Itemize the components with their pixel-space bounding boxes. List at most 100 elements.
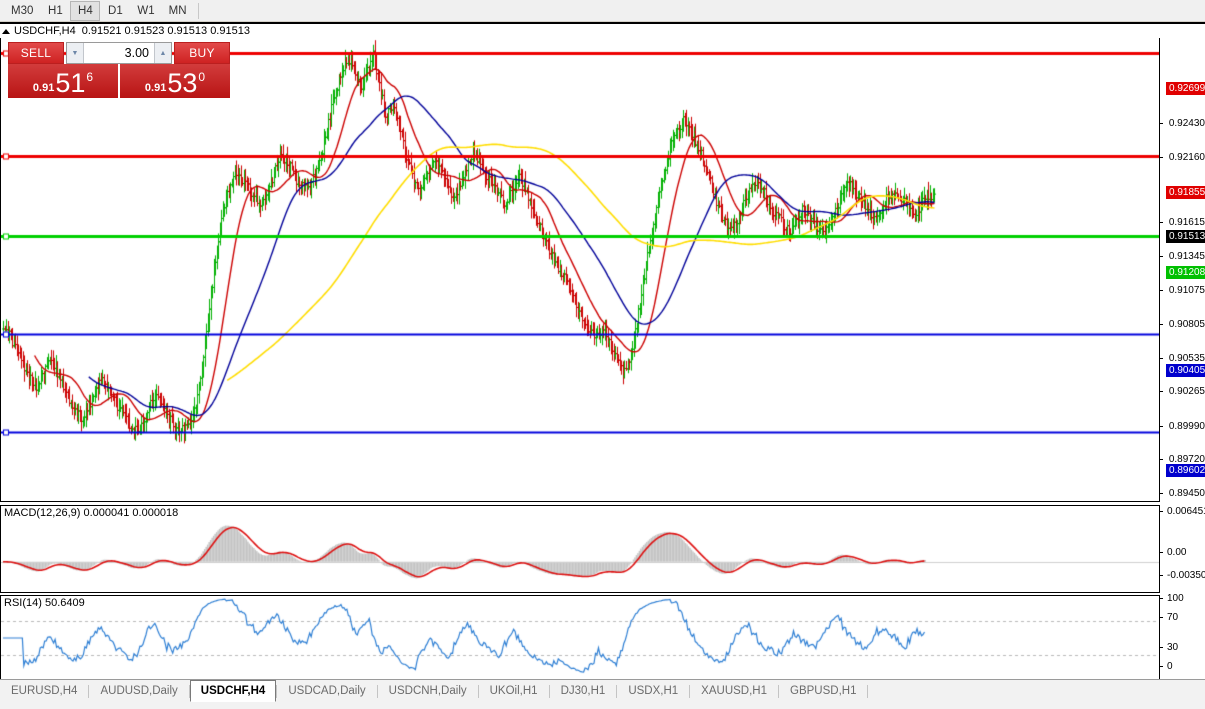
rsi-scale-value: 100 [1167, 593, 1184, 604]
ask-fraction-digit: 0 [198, 70, 206, 84]
tick-mark [1160, 391, 1163, 392]
price-tick-label: 0.91615 [1160, 217, 1205, 228]
tab-divider [778, 684, 779, 698]
chart-tab-usdcad[interactable]: USDCAD,Daily [288, 685, 366, 697]
chart-tabs-list: EURUSD,H4 AUDUSD,Daily USDCHF,H4 USDCAD,Dai… [0, 680, 869, 702]
price-badge-blue: 0.90405 [1166, 364, 1205, 377]
ask-price-display[interactable]: 0.91 53 0 [120, 64, 230, 98]
timeframe-h1[interactable]: H1 [48, 4, 63, 17]
tick-mark [1160, 511, 1163, 512]
chart-tab-xauusd[interactable]: XAUUSD,H1 [701, 685, 767, 697]
chart-tab-usdcnh[interactable]: USDCNH,Daily [388, 685, 467, 697]
price-value: 0.90535 [1168, 353, 1205, 364]
macd-canvas [1, 506, 1159, 592]
tab-divider [88, 684, 90, 698]
tick-mark [1160, 324, 1163, 325]
tab-divider [548, 684, 550, 698]
price-value: 0.91345 [1168, 251, 1205, 262]
one-click-trading-panel[interactable]: SELL ▼ 3.00 ▲ BUY 0.91 51 6 0.91 53 0 [8, 42, 230, 98]
tick-mark [1160, 647, 1163, 648]
tab-divider [477, 684, 479, 698]
price-value: 0.89450 [1168, 488, 1205, 499]
chart-tab-audusd[interactable]: AUDUSD,Daily [100, 685, 178, 697]
tick-mark [1160, 157, 1163, 158]
chart-tab-usdchf[interactable]: USDCHF,H4 [189, 680, 277, 702]
price-value: 0.92160 [1168, 152, 1205, 163]
rsi-canvas [1, 596, 1159, 680]
price-label-highlight: 0.91855 [1160, 186, 1205, 199]
chart-title-bar: USDCHF,H4 0.91521 0.91523 0.91513 0.9151… [0, 24, 1160, 38]
timeframe-w1[interactable]: W1 [137, 4, 155, 17]
price-tick-label: 0.92160 [1160, 152, 1205, 163]
timeframe-h4[interactable]: H4 [70, 0, 101, 21]
tick-mark [1160, 222, 1163, 223]
price-label-highlight: 0.91208 [1160, 266, 1205, 279]
sell-button[interactable]: SELL [8, 42, 64, 64]
chart-tabs-bar: EURUSD,H4 AUDUSD,Daily USDCHF,H4 USDCAD,Dai… [0, 679, 1205, 709]
chart-tab-gbpusd[interactable]: GBPUSD,H1 [790, 685, 857, 697]
price-label-highlight: 0.91513 [1160, 230, 1205, 243]
ask-prefix: 0.91 [144, 82, 167, 94]
rsi-scale-label: 100 [1160, 593, 1184, 604]
tick-mark [1160, 123, 1163, 124]
price-tick-label: 0.89720 [1160, 454, 1205, 465]
macd-scale-label: 0.006451 [1160, 506, 1205, 517]
candlestick-canvas[interactable] [1, 38, 1159, 500]
price-tick-label: 0.90265 [1160, 386, 1205, 397]
rsi-label: RSI(14) 50.6409 [4, 597, 85, 609]
price-tick-label: 0.92430 [1160, 118, 1205, 129]
rsi-scale-label: 30 [1160, 642, 1178, 653]
price-value: 0.91615 [1168, 217, 1205, 228]
volume-value[interactable]: 3.00 [124, 46, 149, 60]
volume-decrease-icon[interactable]: ▼ [67, 43, 84, 63]
chart-area: USDCHF,H4 0.91521 0.91523 0.91513 0.9151… [0, 22, 1205, 698]
tick-mark [1160, 493, 1163, 494]
timeframe-mn[interactable]: MN [168, 4, 187, 17]
tab-divider [616, 684, 618, 698]
tab-divider [276, 684, 278, 698]
tick-mark [1160, 666, 1163, 667]
price-badge-red: 0.92699 [1166, 82, 1205, 95]
price-value: 0.90805 [1168, 319, 1205, 330]
collapse-triangle-icon[interactable] [2, 28, 10, 34]
timeframe-m30[interactable]: M30 [11, 4, 34, 17]
macd-pane[interactable]: MACD(12,26,9) 0.000041 0.000018 [0, 505, 1160, 593]
chart-ohlc-values: 0.91521 0.91523 0.91513 0.91513 [81, 25, 250, 37]
chart-tab-usdx[interactable]: USDX,H1 [628, 685, 679, 697]
volume-increase-icon[interactable]: ▲ [154, 43, 171, 63]
tick-mark [1160, 426, 1163, 427]
timeframe-d1[interactable]: D1 [108, 4, 123, 17]
price-value: 0.92430 [1168, 118, 1205, 129]
price-label-highlight: 0.90405 [1160, 364, 1205, 377]
bid-fraction-digit: 6 [86, 70, 94, 84]
price-tick-label: 0.91075 [1160, 285, 1205, 296]
tick-mark [1160, 552, 1163, 553]
buy-button[interactable]: BUY [174, 42, 230, 64]
macd-scale-value: 0.006451 [1167, 506, 1205, 517]
chart-tab-dj30[interactable]: DJ30,H1 [560, 685, 606, 697]
price-badge-red: 0.91855 [1166, 186, 1205, 199]
price-tick-label: 0.90535 [1160, 353, 1205, 364]
chart-tab-eurusd[interactable]: EURUSD,H4 [11, 685, 78, 697]
toolbar-divider [197, 2, 199, 19]
price-value: 0.91075 [1168, 285, 1205, 296]
macd-label: MACD(12,26,9) 0.000041 0.000018 [4, 507, 179, 519]
tick-mark [1160, 598, 1163, 599]
price-scale[interactable]: 0.92699 0.92430 0.92160 0.91855 0.91615 0.915… [1160, 38, 1205, 533]
price-tick-label: 0.89990 [1160, 421, 1205, 432]
volume-input[interactable]: ▼ 3.00 ▲ [66, 42, 172, 64]
rsi-pane[interactable]: RSI(14) 50.6409 [0, 595, 1160, 681]
chart-symbol-label: USDCHF,H4 [14, 25, 76, 37]
bid-price-display[interactable]: 0.91 51 6 [8, 64, 118, 98]
price-tick-label: 0.89450 [1160, 488, 1205, 499]
chart-tab-ukoil[interactable]: UKOil,H1 [489, 685, 538, 697]
tab-divider [188, 684, 190, 698]
macd-scale: 0.006451 0.00 -0.003502 [1160, 505, 1205, 593]
price-tick-label: 0.90805 [1160, 319, 1205, 330]
price-chart-pane[interactable] [0, 38, 1160, 502]
macd-scale-label: -0.003502 [1160, 570, 1205, 581]
price-badge-blue: 0.89602 [1166, 464, 1205, 477]
tick-mark [1160, 459, 1163, 460]
macd-scale-value: 0.00 [1167, 547, 1187, 558]
rsi-scale-label: 0 [1160, 661, 1173, 672]
